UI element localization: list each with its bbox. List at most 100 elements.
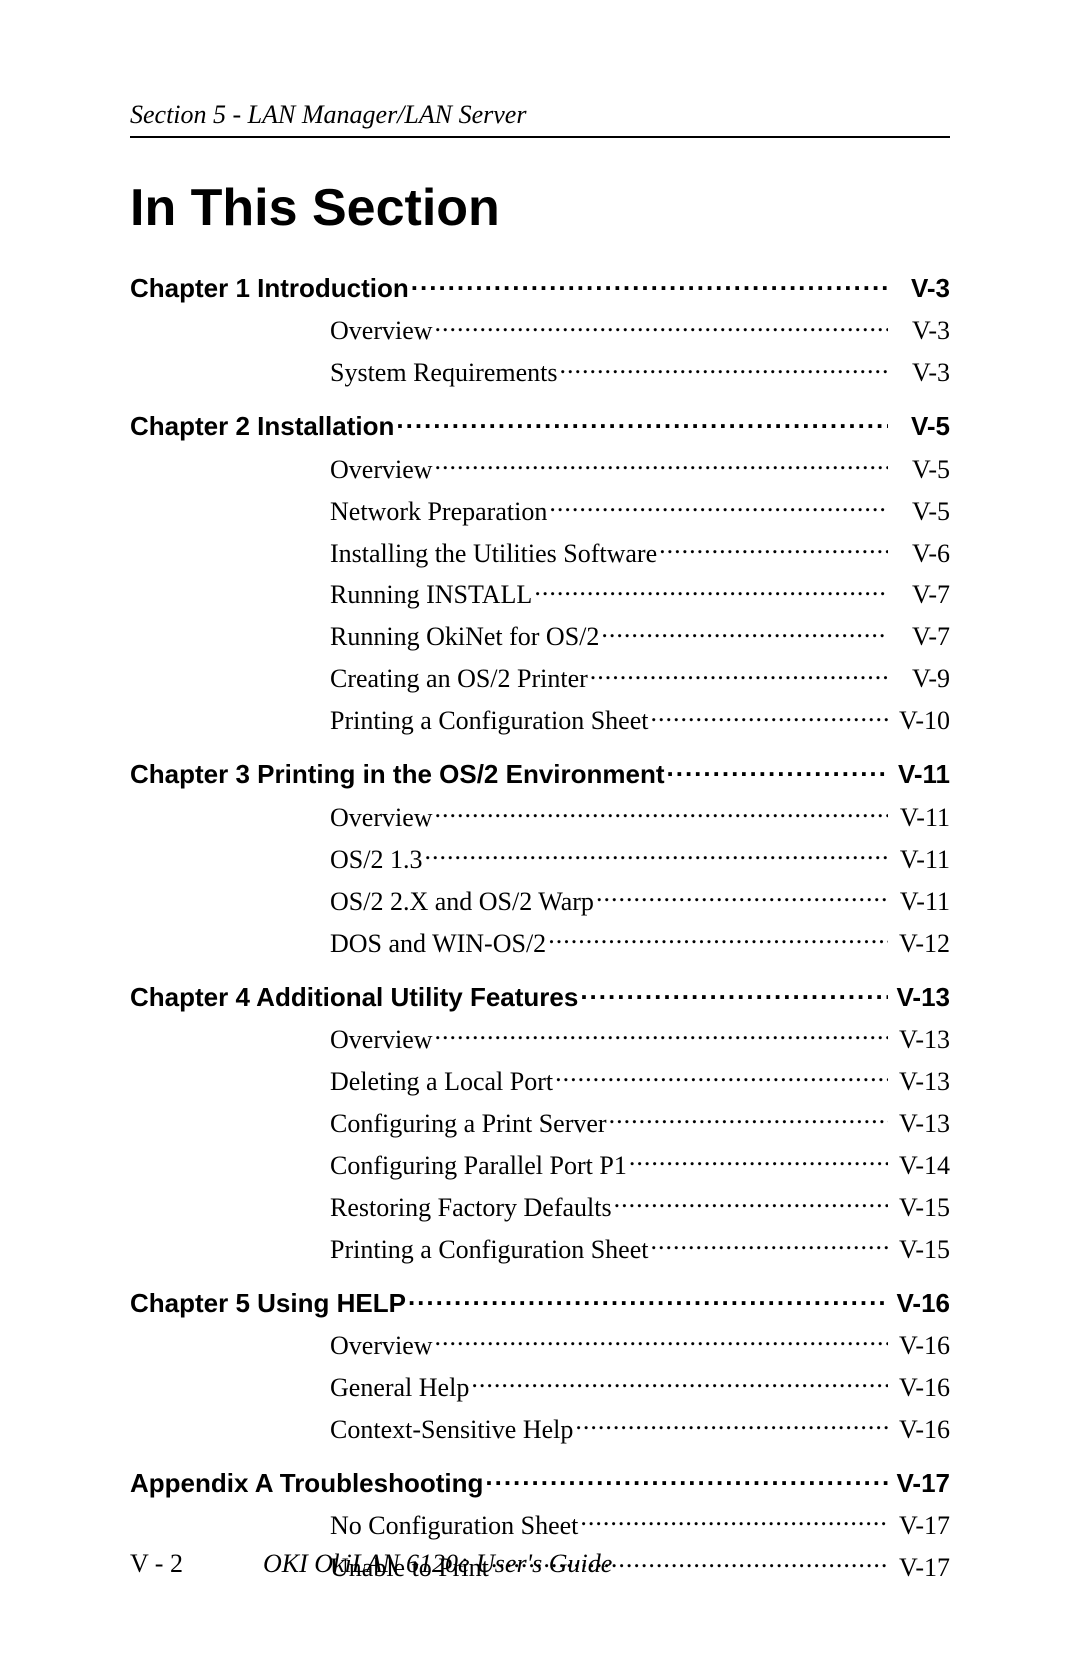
toc-sub-row: Printing a Configuration Sheet V-15 <box>330 1226 950 1266</box>
toc-leader <box>485 1461 888 1492</box>
footer-guide-title: OKI OkiLAN 6120e User's Guide <box>263 1549 612 1579</box>
toc-sub-label: Creating an OS/2 Printer <box>330 662 588 696</box>
toc-leader <box>580 974 888 1005</box>
toc-sub-row: No Configuration SheetV-17 <box>330 1503 950 1543</box>
toc-leader <box>424 836 888 867</box>
toc-leader <box>411 266 888 297</box>
toc-sub-row: OS/2 1.3V-11 <box>330 836 950 876</box>
toc-sub-label: Overview <box>330 314 433 348</box>
toc-sub-row: Overview V-16 <box>330 1323 950 1363</box>
toc-leader <box>534 572 888 603</box>
toc-sub-label: Printing a Configuration Sheet <box>330 1233 648 1267</box>
toc-chapter-label: Appendix A Troubleshooting <box>130 1468 483 1499</box>
toc-leader <box>596 878 888 909</box>
toc-sub-row: Installing the Utilities SoftwareV-6 <box>330 530 950 570</box>
toc-sub-row: OverviewV-5 <box>330 446 950 486</box>
toc-sub-page: V-16 <box>890 1413 950 1447</box>
toc-sub-label: No Configuration Sheet <box>330 1509 578 1543</box>
toc-sub-page: V-10 <box>890 704 950 738</box>
toc-chapter-page: V-17 <box>890 1468 950 1499</box>
toc-sub-page: V-12 <box>890 927 950 961</box>
toc-chapter-row: Chapter 2 InstallationV-5 <box>130 404 950 442</box>
toc-sub-row: System Requirements V-3 <box>330 350 950 390</box>
toc-chapter-row: Chapter 5 Using HELP V-16 <box>130 1280 950 1318</box>
toc-sub-row: Configuring a Print Server V-13 <box>330 1101 950 1141</box>
toc-sub-page: V-16 <box>890 1329 950 1363</box>
toc-sub-label: Overview <box>330 1023 433 1057</box>
toc-sub-label: Printing a Configuration Sheet <box>330 704 648 738</box>
toc-leader <box>471 1365 888 1396</box>
footer: V - 2 OKI OkiLAN 6120e User's Guide <box>130 1549 950 1579</box>
toc-leader <box>590 656 888 687</box>
toc-leader <box>555 1059 888 1090</box>
toc-sub-label: Installing the Utilities Software <box>330 537 657 571</box>
toc-leader <box>396 404 888 435</box>
toc-leader <box>435 308 888 339</box>
toc-sub-page: V-5 <box>890 453 950 487</box>
toc-sub-row: Running INSTALL V-7 <box>330 572 950 612</box>
toc-sub-page: V-9 <box>890 662 950 696</box>
toc-chapter-row: Chapter 3 Printing in the OS/2 Environme… <box>130 752 950 790</box>
toc-chapter-label: Chapter 4 Additional Utility Features <box>130 982 578 1013</box>
toc-sub-page: V-5 <box>890 495 950 529</box>
toc-sub-label: DOS and WIN-OS/2 <box>330 927 546 961</box>
toc-sub-row: Network Preparation V-5 <box>330 488 950 528</box>
toc-sub-page: V-7 <box>890 620 950 654</box>
toc-sub-row: Creating an OS/2 Printer V-9 <box>330 656 950 696</box>
toc-leader <box>650 698 888 729</box>
toc-chapter-label: Chapter 3 Printing in the OS/2 Environme… <box>130 759 665 790</box>
toc-sub-page: V-15 <box>890 1233 950 1267</box>
toc-chapter-label: Chapter 5 Using HELP <box>130 1288 406 1319</box>
toc-sub-page: V-7 <box>890 578 950 612</box>
toc-sub-row: OverviewV-3 <box>330 308 950 348</box>
toc-leader <box>659 530 888 561</box>
toc-sub-row: Printing a Configuration Sheet V-10 <box>330 698 950 738</box>
toc-sub-page: V-13 <box>890 1107 950 1141</box>
toc-leader <box>609 1101 888 1132</box>
toc-sub-row: Configuring Parallel Port P1V-14 <box>330 1143 950 1183</box>
toc-chapter-label: Chapter 1 Introduction <box>130 273 409 304</box>
toc-sub-label: Configuring Parallel Port P1 <box>330 1149 627 1183</box>
toc-chapter-row: Appendix A Troubleshooting V-17 <box>130 1461 950 1499</box>
toc-sub-row: General HelpV-16 <box>330 1365 950 1405</box>
toc-leader <box>435 1017 888 1048</box>
toc-chapter-page: V-3 <box>890 273 950 304</box>
toc-leader <box>408 1280 888 1311</box>
toc-sub-page: V-16 <box>890 1371 950 1405</box>
toc-sub-label: Network Preparation <box>330 495 547 529</box>
toc-leader <box>435 794 888 825</box>
toc-leader <box>667 752 888 783</box>
toc-leader <box>601 614 888 645</box>
toc-sub-label: Deleting a Local Port <box>330 1065 553 1099</box>
toc-sub-page: V-13 <box>890 1023 950 1057</box>
toc-sub-label: System Requirements <box>330 356 557 390</box>
toc-sub-page: V-3 <box>890 356 950 390</box>
toc-chapter-page: V-16 <box>890 1288 950 1319</box>
toc-sub-label: Configuring a Print Server <box>330 1107 607 1141</box>
toc-leader <box>435 446 888 477</box>
toc-sub-row: DOS and WIN-OS/2 V-12 <box>330 920 950 960</box>
toc-leader <box>629 1143 888 1174</box>
toc-sub-page: V-11 <box>890 885 950 919</box>
toc-sub-page: V-15 <box>890 1191 950 1225</box>
toc-leader <box>549 488 888 519</box>
toc-sub-label: Context-Sensitive Help <box>330 1413 573 1447</box>
toc-chapter-row: Chapter 1 Introduction V-3 <box>130 266 950 304</box>
toc-chapter-page: V-11 <box>890 759 950 790</box>
toc-chapter-page: V-13 <box>890 982 950 1013</box>
page: Section 5 - LAN Manager/LAN Server In Th… <box>0 0 1080 1669</box>
toc-leader <box>580 1503 888 1534</box>
toc-chapter-row: Chapter 4 Additional Utility Features V-1… <box>130 974 950 1012</box>
toc-leader <box>614 1184 888 1215</box>
toc-sub-row: Deleting a Local PortV-13 <box>330 1059 950 1099</box>
toc-sub-label: Running INSTALL <box>330 578 532 612</box>
toc-sub-page: V-11 <box>890 843 950 877</box>
toc-sub-label: Overview <box>330 1329 433 1363</box>
toc-sub-row: Restoring Factory Defaults V-15 <box>330 1184 950 1224</box>
toc-leader <box>575 1407 888 1438</box>
toc-sub-label: Overview <box>330 801 433 835</box>
toc-chapter-page: V-5 <box>890 411 950 442</box>
toc-leader <box>650 1226 888 1257</box>
toc-sub-row: OverviewV-11 <box>330 794 950 834</box>
toc-sub-label: Restoring Factory Defaults <box>330 1191 612 1225</box>
